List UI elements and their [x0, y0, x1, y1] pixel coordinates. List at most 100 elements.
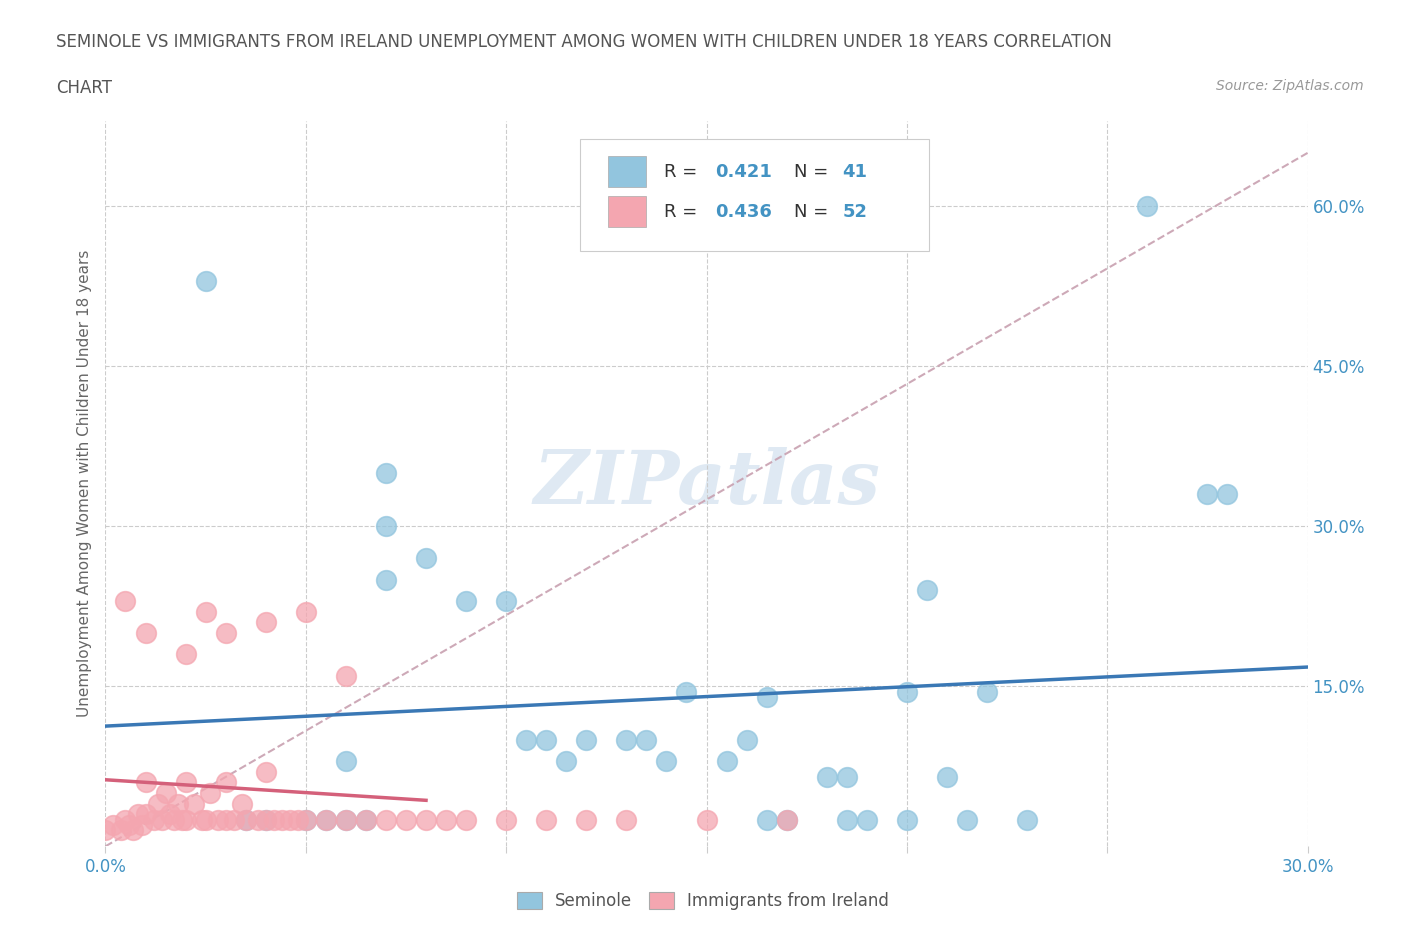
Text: R =: R = [665, 163, 703, 180]
FancyBboxPatch shape [581, 139, 929, 251]
Point [263, 812, 285, 827]
Point [295, 812, 318, 827]
Point [254, 812, 277, 827]
Point [374, 466, 398, 481]
Text: 0.421: 0.421 [714, 163, 772, 180]
Point [135, 807, 157, 822]
Point [696, 812, 718, 827]
Point [655, 753, 678, 768]
Point [131, 817, 153, 832]
Point [1216, 486, 1239, 501]
Point [146, 796, 169, 811]
Point [335, 812, 357, 827]
Point [214, 812, 236, 827]
Point [415, 551, 437, 565]
Point [166, 796, 188, 811]
Point [118, 817, 141, 832]
Point [155, 786, 177, 801]
Point [135, 775, 157, 790]
FancyBboxPatch shape [607, 156, 647, 187]
Point [374, 519, 398, 534]
Point [495, 593, 517, 608]
Point [278, 812, 301, 827]
Point [150, 812, 173, 827]
Point [295, 604, 318, 619]
Point [198, 786, 221, 801]
Point [94, 823, 117, 838]
Text: 41: 41 [842, 163, 868, 180]
Point [915, 583, 938, 598]
Point [183, 796, 205, 811]
Point [716, 753, 738, 768]
Point [335, 668, 357, 683]
Point [374, 572, 398, 587]
Text: Source: ZipAtlas.com: Source: ZipAtlas.com [1216, 79, 1364, 93]
Point [835, 812, 858, 827]
Point [616, 812, 638, 827]
Text: 52: 52 [842, 203, 868, 220]
Point [534, 812, 557, 827]
Point [235, 812, 257, 827]
Point [214, 775, 236, 790]
Text: CHART: CHART [56, 79, 112, 97]
Point [127, 807, 149, 822]
Point [135, 626, 157, 641]
Y-axis label: Unemployment Among Women with Children Under 18 years: Unemployment Among Women with Children U… [76, 250, 91, 717]
Point [575, 812, 598, 827]
Text: ZIPatlas: ZIPatlas [533, 447, 880, 520]
Point [755, 812, 778, 827]
Text: N =: N = [794, 163, 834, 180]
Point [110, 823, 132, 838]
Legend: Seminole, Immigrants from Ireland: Seminole, Immigrants from Ireland [510, 885, 896, 917]
Point [575, 732, 598, 747]
Point [855, 812, 877, 827]
Point [159, 807, 181, 822]
Point [254, 812, 277, 827]
Point [174, 775, 197, 790]
Point [170, 812, 193, 827]
Point [194, 812, 217, 827]
Point [335, 753, 357, 768]
Point [246, 812, 269, 827]
Point [190, 812, 212, 827]
Point [835, 769, 858, 784]
Point [976, 684, 998, 699]
Point [454, 593, 477, 608]
Point [235, 812, 257, 827]
Point [114, 593, 136, 608]
Point [956, 812, 979, 827]
Point [415, 812, 437, 827]
Point [122, 823, 145, 838]
FancyBboxPatch shape [607, 196, 647, 227]
Point [231, 796, 253, 811]
Point [103, 817, 125, 832]
Point [295, 812, 318, 827]
Point [374, 812, 398, 827]
Point [636, 732, 658, 747]
Point [434, 812, 457, 827]
Point [1017, 812, 1039, 827]
Point [142, 812, 165, 827]
Point [555, 753, 578, 768]
Point [162, 812, 184, 827]
Point [896, 684, 918, 699]
Point [1136, 199, 1159, 214]
Point [222, 812, 245, 827]
Point [936, 769, 959, 784]
Point [776, 812, 799, 827]
Point [254, 764, 277, 779]
Point [354, 812, 377, 827]
Point [755, 689, 778, 704]
Point [534, 732, 557, 747]
Point [1197, 486, 1219, 501]
Point [315, 812, 337, 827]
Point [270, 812, 292, 827]
Point [207, 812, 229, 827]
Point [194, 273, 217, 288]
Text: 0.436: 0.436 [714, 203, 772, 220]
Point [815, 769, 838, 784]
Point [287, 812, 309, 827]
Point [315, 812, 337, 827]
Point [174, 647, 197, 662]
Text: R =: R = [665, 203, 703, 220]
